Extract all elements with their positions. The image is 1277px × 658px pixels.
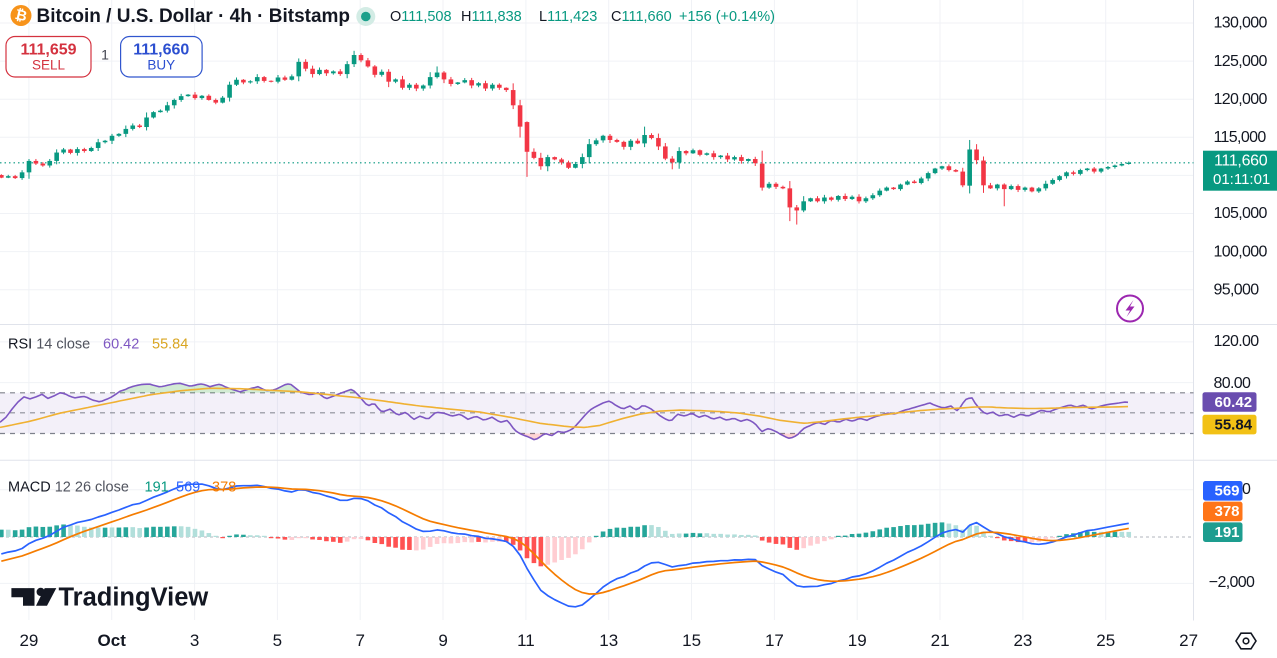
svg-text:19: 19: [848, 631, 867, 650]
svg-text:55.84: 55.84: [1215, 416, 1253, 433]
svg-text:378: 378: [1215, 503, 1240, 520]
svg-text:7: 7: [355, 631, 364, 650]
svg-text:Bitcoin / U.S. Dollar · 4h · B: Bitcoin / U.S. Dollar · 4h · Bitstamp: [37, 6, 351, 27]
svg-text:MACD 12 26 close 191 569 378: MACD 12 26 close 191 569 378: [8, 479, 236, 495]
svg-text:105,000: 105,000: [1214, 205, 1268, 222]
svg-text:111,660: 111,660: [133, 42, 189, 59]
svg-text:95,000: 95,000: [1214, 281, 1260, 298]
svg-text:01:11:01: 01:11:01: [1213, 171, 1270, 188]
svg-text:Oct: Oct: [98, 631, 127, 650]
svg-text:23: 23: [1013, 631, 1032, 650]
svg-text:569: 569: [1215, 483, 1240, 500]
svg-text:SELL: SELL: [32, 58, 66, 73]
svg-text:120.00: 120.00: [1214, 333, 1260, 350]
svg-text:C111,660: C111,660: [611, 9, 672, 25]
svg-text:−2,000: −2,000: [1209, 574, 1255, 591]
svg-text:1: 1: [101, 47, 109, 63]
svg-text:111,659: 111,659: [20, 42, 76, 59]
svg-text:130,000: 130,000: [1214, 15, 1268, 32]
svg-text:13: 13: [599, 631, 618, 650]
svg-text:+156 (+0.14%): +156 (+0.14%): [679, 9, 775, 25]
svg-text:80.00: 80.00: [1214, 375, 1252, 392]
svg-text:H111,838: H111,838: [461, 9, 522, 25]
svg-text:BUY: BUY: [147, 58, 175, 73]
svg-text:₿: ₿: [13, 7, 28, 25]
svg-text:60.42: 60.42: [1215, 394, 1253, 411]
svg-text:L111,423: L111,423: [539, 9, 597, 25]
svg-text:25: 25: [1096, 631, 1115, 650]
svg-text:15: 15: [682, 631, 701, 650]
svg-text:O111,508: O111,508: [390, 9, 452, 25]
svg-text:125,000: 125,000: [1214, 53, 1268, 70]
svg-text:120,000: 120,000: [1214, 91, 1268, 108]
svg-text:27: 27: [1179, 631, 1198, 650]
svg-text:11: 11: [517, 631, 535, 650]
svg-text:TradingView: TradingView: [59, 584, 209, 612]
svg-text:191: 191: [1215, 524, 1240, 541]
svg-text:3: 3: [190, 631, 199, 650]
svg-text:21: 21: [931, 631, 950, 650]
svg-text:5: 5: [273, 631, 282, 650]
svg-text:100,000: 100,000: [1214, 243, 1268, 260]
svg-text:115,000: 115,000: [1214, 129, 1267, 146]
svg-text:9: 9: [438, 631, 447, 650]
svg-text:17: 17: [765, 631, 784, 650]
svg-text:29: 29: [19, 631, 38, 650]
svg-text:111,660: 111,660: [1214, 153, 1268, 170]
